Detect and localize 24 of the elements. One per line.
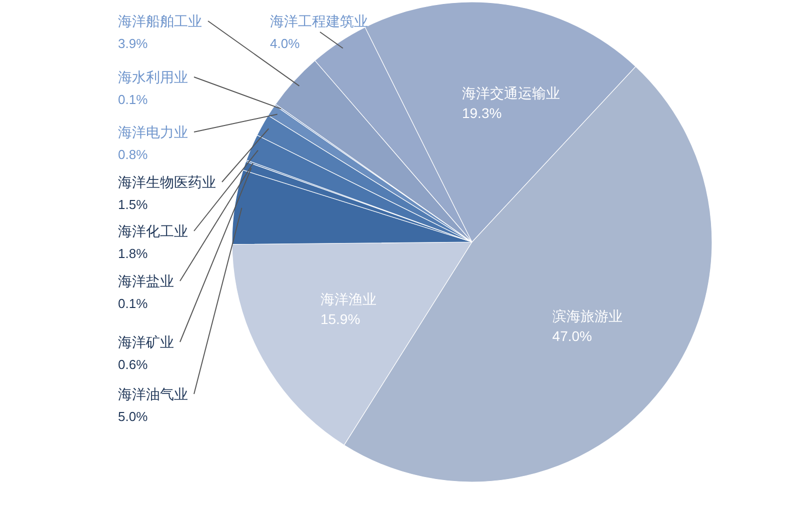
data-label: 0.1%	[118, 296, 148, 311]
data-label: 3.9%	[118, 36, 148, 51]
data-label: 5.0%	[118, 409, 148, 424]
slice-label: 海洋电力业	[118, 124, 188, 140]
slice-label: 海洋矿业	[118, 334, 174, 350]
slice-label: 海洋工程建筑业	[270, 13, 368, 29]
data-label: 47.0%	[552, 328, 592, 344]
data-label: 1.8%	[118, 246, 148, 261]
slice-label: 海洋生物医药业	[118, 174, 216, 190]
slice-label: 海洋油气业	[118, 386, 188, 402]
slice-label: 海水利用业	[118, 69, 188, 85]
data-label: 0.6%	[118, 357, 148, 372]
slice-label: 海洋交通运输业	[462, 85, 560, 102]
slice-label: 海洋化工业	[118, 223, 188, 239]
data-label: 1.5%	[118, 197, 148, 212]
data-label: 19.3%	[462, 105, 502, 122]
data-label: 15.9%	[320, 310, 360, 327]
slice-label: 滨海旅游业	[552, 308, 622, 324]
data-label: 0.8%	[118, 147, 148, 162]
data-label: 4.0%	[270, 36, 300, 51]
data-label: 0.1%	[118, 92, 148, 107]
slice-label: 海洋船舶工业	[118, 13, 202, 29]
slice-label: 海洋盐业	[118, 273, 174, 289]
slice-label: 海洋渔业	[320, 290, 376, 307]
